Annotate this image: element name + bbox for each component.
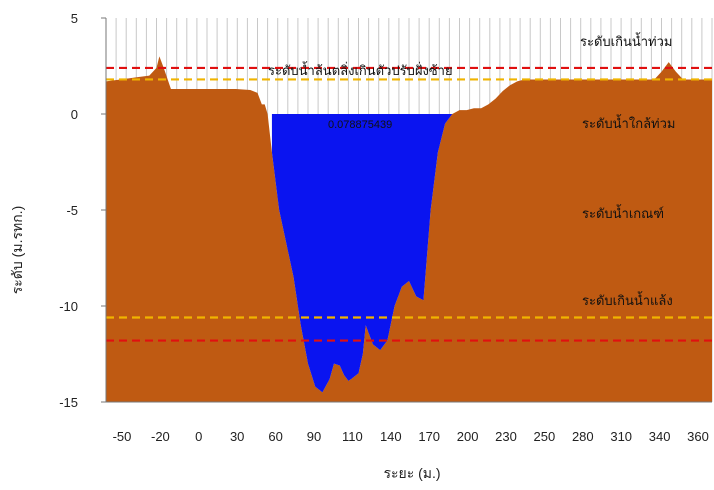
annotation-normal: ระดับน้ำเกณฑ์ <box>582 204 664 221</box>
x-tick-label: 360 <box>687 429 709 444</box>
x-tick-label: 110 <box>342 429 363 444</box>
x-tick-label: 310 <box>610 429 632 444</box>
water-area <box>271 114 453 393</box>
x-tick-label: 250 <box>534 429 556 444</box>
ground-profile <box>106 56 712 403</box>
x-tick-label: -20 <box>151 429 170 444</box>
x-tick-labels: -50 -20 0 30 60 90 110 140 170 200 230 250 280 310 340… <box>113 429 709 444</box>
y-tick-label: 5 <box>71 11 78 26</box>
y-tick-label: -10 <box>59 299 78 314</box>
annotation-water-value: 0.078875439 <box>328 119 392 131</box>
x-tick-label: 30 <box>230 429 244 444</box>
y-tick-label: 0 <box>71 107 78 122</box>
reference-lines <box>106 66 712 342</box>
x-tick-label: 90 <box>307 429 321 444</box>
annotation-spill-level: ระดับน้ำล้นตลิ่งเกินตัวปรับฝั่งซ้าย <box>268 61 453 78</box>
x-tick-label: -50 <box>113 429 132 444</box>
water-area <box>271 114 453 393</box>
annotation-low-water: ระดับเกินน้ำแล้ง <box>582 291 673 308</box>
x-tick-label: 60 <box>268 429 282 444</box>
x-tick-label: 280 <box>572 429 594 444</box>
x-tick-label: 170 <box>418 429 440 444</box>
x-tick-label: 200 <box>457 429 479 444</box>
annotation-near-flood: ระดับน้ำใกล้ท่วม <box>582 114 675 131</box>
y-tick-labels: 5 0 -5 -10 -15 <box>59 11 106 410</box>
y-axis-title: ระดับ (ม.รทก.) <box>9 206 25 294</box>
x-axis-title: ระยะ (ม.) <box>383 465 440 481</box>
x-tick-label: 230 <box>495 429 517 444</box>
ground-area <box>106 56 712 403</box>
y-tick-label: -5 <box>66 203 78 218</box>
annotation-high-flood: ระดับเกินน้ำท่วม <box>580 32 673 49</box>
y-tick-label: -15 <box>59 395 78 410</box>
x-tick-label: 340 <box>649 429 671 444</box>
x-tick-label: 140 <box>380 429 402 444</box>
x-tick-label: 0 <box>195 429 202 444</box>
